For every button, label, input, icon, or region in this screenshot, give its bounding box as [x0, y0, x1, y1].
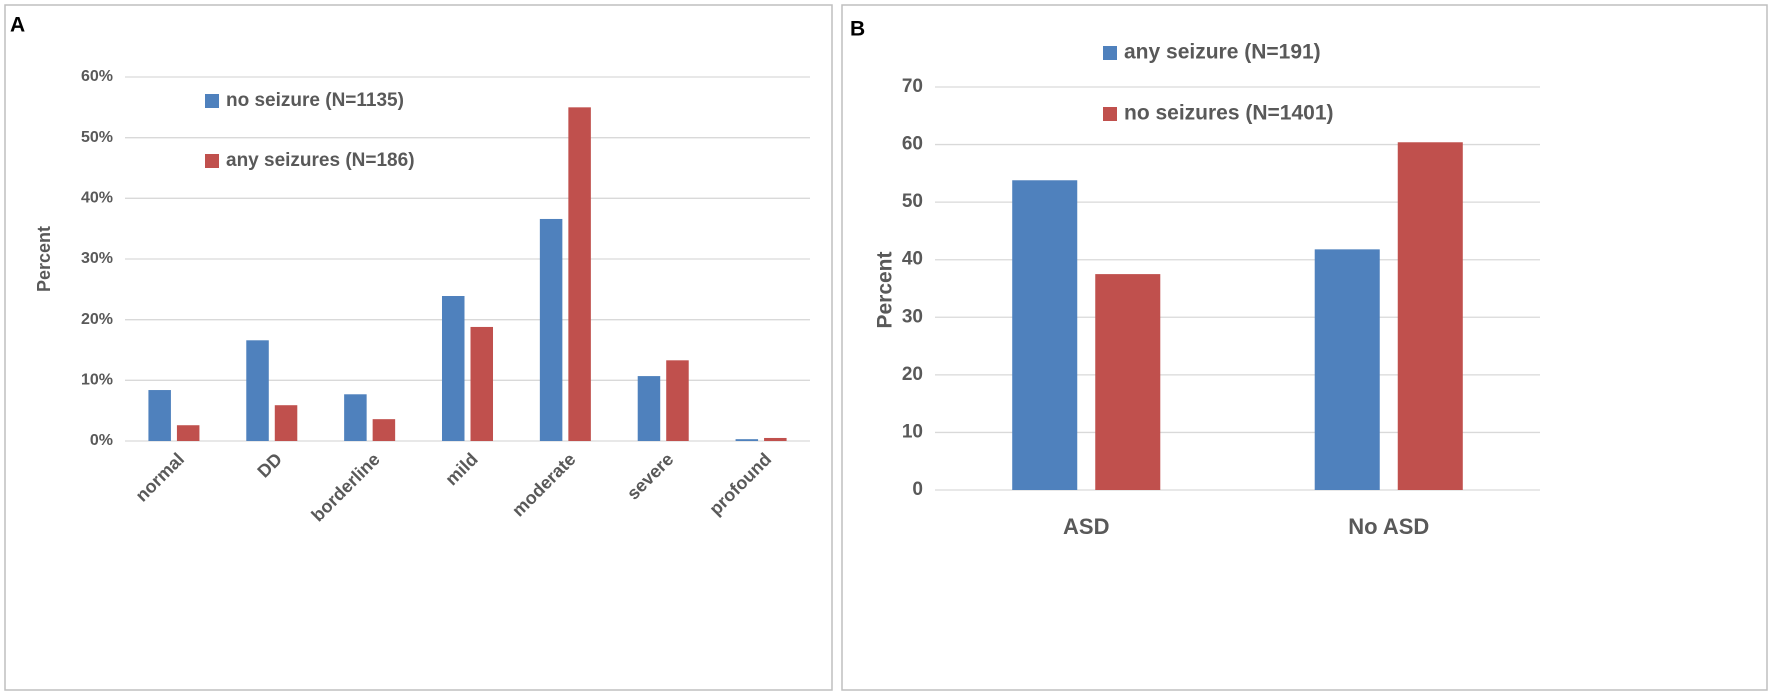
bar	[1397, 142, 1463, 491]
bar	[176, 425, 200, 441]
legend-label: no seizures (N=1401)	[1124, 102, 1334, 125]
x-tick-label: moderate	[508, 449, 579, 520]
bar	[764, 437, 787, 441]
x-tick-label: mild	[441, 449, 481, 489]
y-tick-label: 40	[902, 249, 923, 270]
y-tick-label: 50%	[81, 129, 113, 146]
y-tick-label: 50	[902, 191, 923, 212]
y-tick-label: 30%	[81, 250, 113, 267]
y-tick-label: 30	[902, 306, 923, 327]
x-tick-label: DD	[253, 449, 286, 482]
bar	[1095, 274, 1161, 490]
legend-label: no seizure (N=1135)	[226, 90, 404, 111]
legend-swatch	[205, 154, 219, 168]
bar	[1314, 249, 1380, 490]
bar	[735, 439, 759, 441]
panel-label: B	[850, 18, 865, 41]
legend-swatch	[1103, 46, 1117, 60]
panel-frame	[4, 4, 833, 691]
legend-label: any seizure (N=191)	[1124, 41, 1321, 64]
bar	[1012, 180, 1078, 490]
bar	[666, 360, 689, 441]
y-tick-label: 70	[902, 76, 923, 97]
x-tick-label: No ASD	[1348, 514, 1429, 539]
bar	[344, 394, 367, 441]
x-tick-label: normal	[132, 449, 189, 506]
y-tick-label: 20	[902, 364, 923, 385]
bar	[568, 107, 591, 441]
y-tick-label: 10	[902, 421, 923, 442]
y-tick-label: 60%	[81, 68, 113, 85]
legend-label: any seizures (N=186)	[226, 150, 415, 171]
y-tick-label: 60	[902, 134, 923, 155]
bar	[274, 405, 298, 441]
bar	[246, 340, 269, 441]
panel-frame	[841, 4, 1768, 691]
x-tick-label: ASD	[1063, 514, 1109, 539]
y-tick-label: 40%	[81, 190, 113, 207]
bar	[372, 419, 396, 441]
bar	[148, 390, 171, 441]
y-tick-label: 10%	[81, 372, 113, 389]
panel-label: A	[10, 14, 25, 37]
y-tick-label: 0	[912, 479, 923, 500]
y-tick-label: 0%	[90, 432, 113, 449]
y-axis-title: Percent	[34, 226, 54, 292]
legend-swatch	[1103, 107, 1117, 121]
x-tick-label: borderline	[307, 449, 383, 525]
bar	[470, 326, 494, 441]
bar	[637, 376, 661, 441]
bar	[441, 296, 465, 441]
x-tick-label: severe	[623, 449, 677, 503]
y-axis-title: Percent	[874, 251, 897, 328]
legend-swatch	[205, 94, 219, 108]
y-tick-label: 20%	[81, 311, 113, 328]
bar	[539, 218, 563, 441]
x-tick-label: profound	[705, 449, 775, 519]
